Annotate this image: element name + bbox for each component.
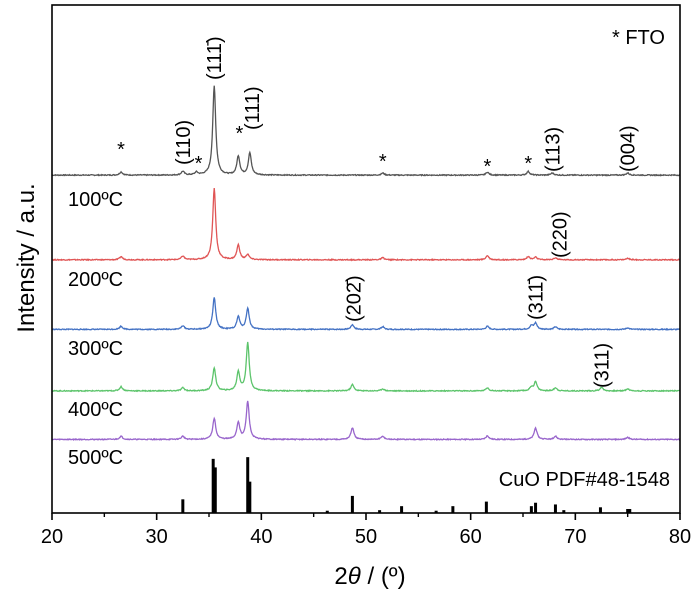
miller-index-label: (311) (592, 343, 614, 388)
x-tick-label: 60 (460, 526, 482, 548)
fto-star: * (484, 156, 492, 178)
sample-labels: 100ºC 200ºC 300ºC 400ºC 500ºC (68, 189, 123, 469)
series-label: 400ºC (68, 399, 123, 421)
miller-index-label: (111̄) (204, 36, 226, 80)
fto-star: * (195, 153, 203, 175)
series-label: 300ºC (68, 338, 123, 360)
fto-star: * (235, 123, 243, 145)
fto-star: * (379, 151, 387, 173)
x-tick-label: 20 (41, 526, 63, 548)
miller-index-label: (004) (618, 125, 640, 172)
series-line (51, 297, 681, 331)
fto-star: * (524, 153, 532, 175)
miller-index-label: (311̄) (526, 275, 548, 320)
series-line (51, 341, 681, 393)
fto-star: * (117, 139, 125, 161)
miller-index-label: (111) (242, 86, 264, 130)
x-tick-label: 70 (564, 526, 586, 548)
x-tick-label: 40 (250, 526, 272, 548)
miller-index-label: (220) (550, 211, 572, 258)
series-label: 200ºC (68, 269, 123, 291)
y-axis-label: Intensity / a.u. (13, 183, 40, 332)
reference-label: CuO PDF#48-1548 (499, 469, 670, 491)
series-line (51, 188, 681, 262)
miller-index-label: (113) (542, 127, 564, 172)
series-line (51, 400, 681, 442)
miller-index-label: (202̄) (343, 275, 365, 322)
x-tick-label: 80 (669, 526, 691, 548)
legend-fto: * FTO (612, 27, 665, 49)
x-tick-label: 50 (355, 526, 377, 548)
series-label: 100ºC (68, 189, 123, 211)
x-tick-label: 30 (146, 526, 168, 548)
plot-area (51, 85, 681, 442)
x-axis-label: 2θ / (º) (334, 563, 405, 590)
miller-index-label: (110) (173, 120, 195, 165)
series-line (51, 85, 681, 177)
x-axis: 20 30 40 50 60 70 80 (41, 513, 691, 548)
peak-annotations: **** * *(110)(111̄)(111)(113) (004)(220)(20… (117, 36, 639, 388)
series-label: 500ºC (68, 447, 123, 469)
